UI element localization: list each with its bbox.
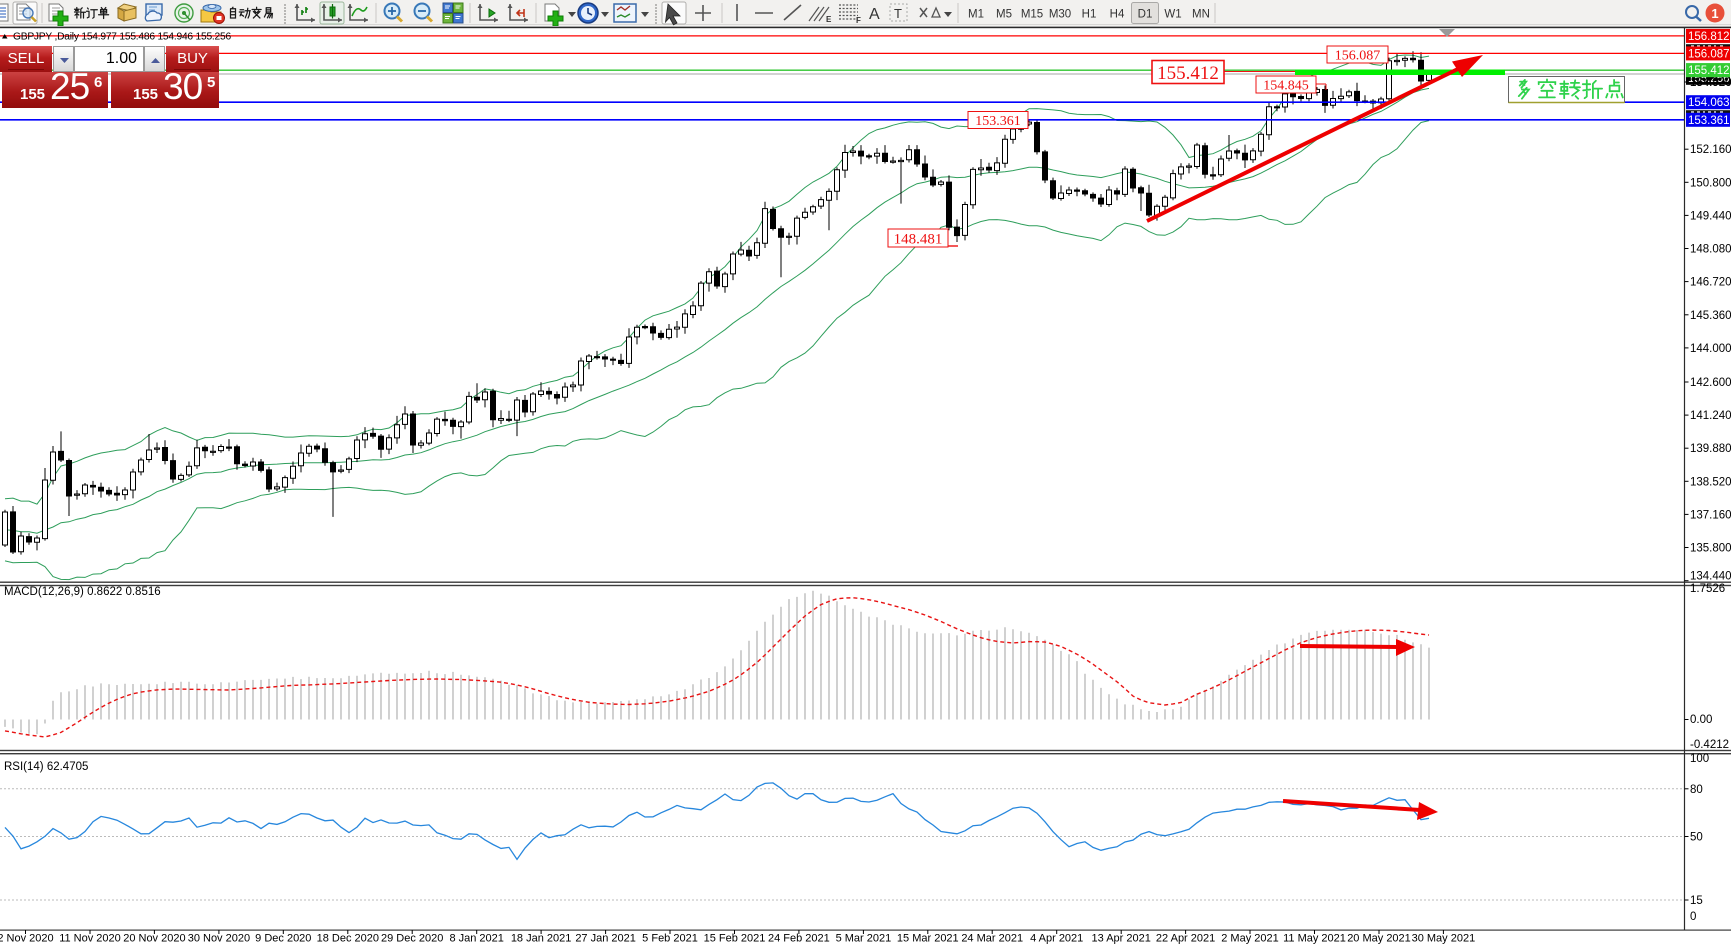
svg-text:RSI(14) 62.4705: RSI(14) 62.4705 xyxy=(4,761,88,773)
svg-text:142.600: 142.600 xyxy=(1690,377,1731,389)
svg-text:M30: M30 xyxy=(1049,9,1071,21)
svg-text:149.440: 149.440 xyxy=(1690,210,1731,222)
svg-text:145.360: 145.360 xyxy=(1690,310,1731,322)
svg-text:80: 80 xyxy=(1690,784,1703,796)
svg-text:H1: H1 xyxy=(1082,9,1097,21)
svg-text:W1: W1 xyxy=(1164,9,1181,21)
svg-text:5 Feb 2021: 5 Feb 2021 xyxy=(642,933,698,945)
svg-text:152.160: 152.160 xyxy=(1690,144,1731,156)
svg-text:15 Mar 2021: 15 Mar 2021 xyxy=(897,933,959,945)
svg-text:15 Feb 2021: 15 Feb 2021 xyxy=(704,933,766,945)
svg-text:9 Dec 2020: 9 Dec 2020 xyxy=(255,933,311,945)
svg-text:0.00: 0.00 xyxy=(1690,714,1712,726)
svg-text:0: 0 xyxy=(1690,911,1696,923)
svg-text:100: 100 xyxy=(1690,753,1709,765)
svg-text:148.080: 148.080 xyxy=(1690,244,1731,256)
svg-text:135.800: 135.800 xyxy=(1690,543,1731,555)
svg-text:T: T xyxy=(894,6,902,21)
svg-text:137.160: 137.160 xyxy=(1690,509,1731,521)
svg-text:24 Mar 2021: 24 Mar 2021 xyxy=(961,933,1023,945)
svg-text:156.087: 156.087 xyxy=(1335,49,1381,64)
svg-text:5 Mar 2021: 5 Mar 2021 xyxy=(836,933,892,945)
svg-text:153.361: 153.361 xyxy=(1688,115,1730,127)
svg-text:1.7526: 1.7526 xyxy=(1690,583,1725,595)
svg-text:154.845: 154.845 xyxy=(1263,79,1309,94)
svg-text:11 Nov 2020: 11 Nov 2020 xyxy=(59,933,121,945)
svg-text:156.812: 156.812 xyxy=(1688,31,1730,43)
svg-text:27 Jan 2021: 27 Jan 2021 xyxy=(575,933,636,945)
svg-text:M1: M1 xyxy=(968,9,984,21)
svg-text:154.063: 154.063 xyxy=(1688,97,1730,109)
svg-text:D1: D1 xyxy=(1138,9,1153,21)
svg-text:146.720: 146.720 xyxy=(1690,277,1731,289)
svg-text:E: E xyxy=(826,15,832,24)
svg-text:24 Feb 2021: 24 Feb 2021 xyxy=(768,933,830,945)
svg-text:13 Apr 2021: 13 Apr 2021 xyxy=(1092,933,1151,945)
svg-text:155.412: 155.412 xyxy=(1157,63,1219,84)
svg-text:154.920: 154.920 xyxy=(1690,77,1731,89)
svg-text:1: 1 xyxy=(1711,6,1718,21)
svg-text:155.412: 155.412 xyxy=(1688,65,1730,77)
svg-text:11 May 2021: 11 May 2021 xyxy=(1283,933,1346,945)
svg-text:20 May 2021: 20 May 2021 xyxy=(1347,933,1411,945)
svg-text:M5: M5 xyxy=(996,9,1012,21)
svg-text:22 Apr 2021: 22 Apr 2021 xyxy=(1156,933,1215,945)
svg-text:M15: M15 xyxy=(1021,9,1043,21)
svg-text:144.000: 144.000 xyxy=(1690,343,1731,355)
svg-text:2 Nov 2020: 2 Nov 2020 xyxy=(0,933,54,945)
svg-text:134.440: 134.440 xyxy=(1690,571,1731,583)
svg-text:H4: H4 xyxy=(1110,9,1125,21)
svg-text:156.087: 156.087 xyxy=(1688,48,1730,60)
svg-text:153.361: 153.361 xyxy=(975,114,1021,129)
svg-text:-0.4212: -0.4212 xyxy=(1690,739,1729,751)
svg-text:18 Jan 2021: 18 Jan 2021 xyxy=(511,933,572,945)
svg-text:A: A xyxy=(869,6,880,23)
svg-text:20 Nov 2020: 20 Nov 2020 xyxy=(123,933,185,945)
svg-text:30 Nov 2020: 30 Nov 2020 xyxy=(188,933,250,945)
svg-text:18 Dec 2020: 18 Dec 2020 xyxy=(317,933,379,945)
svg-text:GBPJPY ,Daily 154.977 155.486: GBPJPY ,Daily 154.977 155.486 154.946 15… xyxy=(13,32,231,43)
svg-text:139.880: 139.880 xyxy=(1690,443,1731,455)
svg-text:29 Dec 2020: 29 Dec 2020 xyxy=(381,933,443,945)
svg-text:148.481: 148.481 xyxy=(894,231,943,247)
svg-text:2 May 2021: 2 May 2021 xyxy=(1221,933,1278,945)
svg-text:150.800: 150.800 xyxy=(1690,177,1731,189)
svg-text:50: 50 xyxy=(1690,832,1703,844)
svg-text:8 Jan 2021: 8 Jan 2021 xyxy=(449,933,503,945)
svg-text:15: 15 xyxy=(1690,895,1703,907)
svg-text:MACD(12,26,9) 0.8622 0.8516: MACD(12,26,9) 0.8622 0.8516 xyxy=(4,586,161,598)
svg-text:30 May 2021: 30 May 2021 xyxy=(1412,933,1476,945)
svg-text:141.240: 141.240 xyxy=(1690,410,1731,422)
svg-text:4 Apr 2021: 4 Apr 2021 xyxy=(1030,933,1083,945)
svg-text:F: F xyxy=(856,16,861,25)
svg-text:138.520: 138.520 xyxy=(1690,476,1731,488)
svg-text:MN: MN xyxy=(1192,9,1210,21)
